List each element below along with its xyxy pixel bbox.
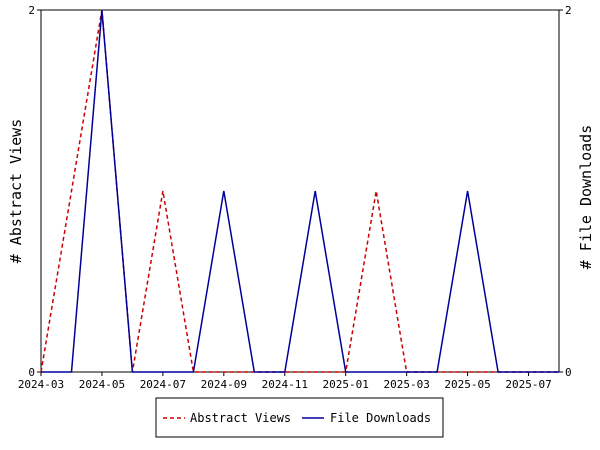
legend-box xyxy=(155,397,444,438)
x-tick-label: 2024-07 xyxy=(140,378,186,391)
y-tick-label-right: 2 xyxy=(565,4,572,17)
series-line-file-downloads xyxy=(41,9,559,373)
series-group xyxy=(40,9,559,373)
series-line-abstract-views xyxy=(40,9,559,373)
x-tick-label: 2025-01 xyxy=(323,378,369,391)
x-tick-label: 2025-05 xyxy=(444,378,490,391)
x-tick-label: 2025-03 xyxy=(383,378,429,391)
legend-label-file-downloads: File Downloads xyxy=(330,411,431,425)
x-tick-label: 2024-05 xyxy=(79,378,125,391)
y-tick-label-right: 0 xyxy=(565,366,572,379)
tick-group: 2024-03 2024-05 2024-07 2024-09 2024-11 2025-… xyxy=(18,4,572,391)
x-tick-label: 2025-07 xyxy=(505,378,551,391)
x-tick-label: 2024-11 xyxy=(262,378,308,391)
y-axis-title-right: # File Downloads xyxy=(577,125,595,270)
x-tick-label: 2024-09 xyxy=(201,378,247,391)
legend: Abstract Views File Downloads xyxy=(155,397,444,438)
y-axis-title-left: # Abstract Views xyxy=(7,119,25,264)
x-tick-label: 2024-03 xyxy=(18,378,64,391)
y-tick-label-left: 0 xyxy=(28,366,35,379)
legend-label-abstract-views: Abstract Views xyxy=(190,411,291,425)
plot-area xyxy=(40,9,560,373)
y-tick-label-left: 2 xyxy=(28,4,35,17)
